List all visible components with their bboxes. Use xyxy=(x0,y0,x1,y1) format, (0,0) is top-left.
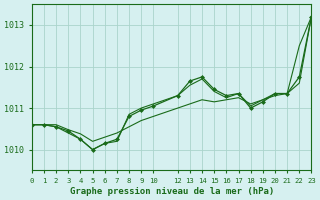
X-axis label: Graphe pression niveau de la mer (hPa): Graphe pression niveau de la mer (hPa) xyxy=(69,187,274,196)
